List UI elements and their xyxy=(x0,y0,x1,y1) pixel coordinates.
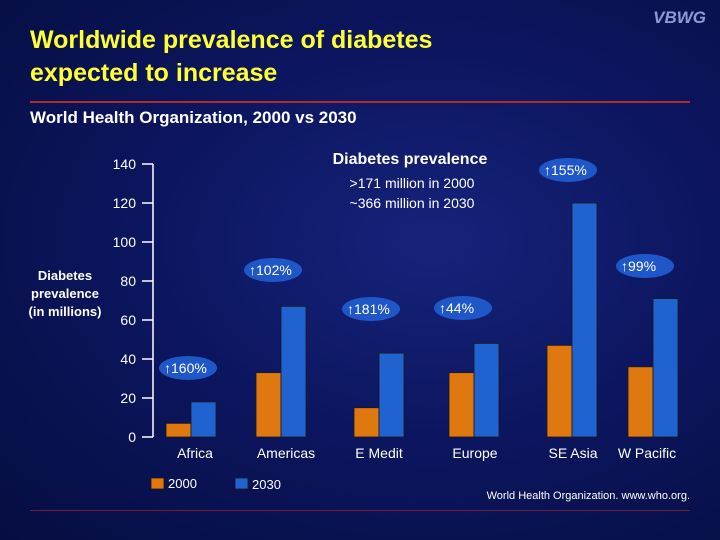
increase-label: ↑44% xyxy=(439,300,474,316)
y-axis-label: Diabetes xyxy=(38,268,92,283)
y-tick-label: 40 xyxy=(120,351,136,367)
increase-percent: 99% xyxy=(628,258,656,274)
title-line-2: expected to increase xyxy=(30,59,278,87)
bar-2000 xyxy=(165,422,192,438)
x-category-label: Americas xyxy=(257,445,315,461)
source-citation: World Health Organization. www.who.org. xyxy=(486,490,690,502)
chart-note: >171 million in 2000 xyxy=(350,175,475,191)
increase-label: ↑181% xyxy=(347,301,390,317)
up-arrow-icon: ↑ xyxy=(347,301,354,317)
slide-subtitle: World Health Organization, 2000 vs 2030 xyxy=(30,108,357,127)
bar-2000 xyxy=(627,366,654,438)
title-line-1: Worldwide prevalence of diabetes xyxy=(30,26,433,54)
increase-label: ↑99% xyxy=(621,258,656,274)
legend-swatch-2000 xyxy=(150,477,165,490)
increase-badge xyxy=(342,297,400,321)
y-axis-label: prevalence xyxy=(31,286,99,301)
y-tick-label: 20 xyxy=(120,390,136,406)
y-tick-label: 100 xyxy=(113,234,137,250)
y-tick-label: 0 xyxy=(128,429,136,445)
up-arrow-icon: ↑ xyxy=(544,162,551,178)
bottom-divider xyxy=(30,510,690,511)
bar-2030 xyxy=(571,202,598,438)
vbwg-logo: VBWG xyxy=(653,8,706,27)
increase-percent: 181% xyxy=(354,301,390,317)
y-tick-label: 120 xyxy=(113,195,137,211)
up-arrow-icon: ↑ xyxy=(249,262,256,278)
up-arrow-icon: ↑ xyxy=(439,300,446,316)
x-category-label: Europe xyxy=(452,445,497,461)
x-category-label: Africa xyxy=(177,445,213,461)
x-category-label: E Medit xyxy=(355,445,403,461)
increase-percent: 155% xyxy=(551,162,587,178)
bar-2030 xyxy=(190,401,217,438)
up-arrow-icon: ↑ xyxy=(621,258,628,274)
bar-2030 xyxy=(378,352,405,438)
increase-label: ↑155% xyxy=(544,162,587,178)
title-divider xyxy=(30,101,690,103)
bar-2030 xyxy=(280,305,307,438)
x-category-label: W Pacific xyxy=(618,445,676,461)
increase-badge xyxy=(616,254,674,278)
increase-badge xyxy=(539,158,597,182)
increase-label: ↑160% xyxy=(164,360,207,376)
increase-label: ↑102% xyxy=(249,262,292,278)
legend-swatch-2030 xyxy=(234,477,249,490)
x-category-label: SE Asia xyxy=(548,445,597,461)
bar-2030 xyxy=(652,298,679,438)
slide-title: Worldwide prevalence of diabetes expecte… xyxy=(30,24,590,90)
bar-2000 xyxy=(353,407,380,438)
increase-badge xyxy=(159,356,217,380)
up-arrow-icon: ↑ xyxy=(164,360,171,376)
bar-2000 xyxy=(448,372,475,438)
legend-label-2000: 2000 xyxy=(168,476,197,491)
chart-title: Diabetes prevalence xyxy=(333,151,488,168)
increase-percent: 44% xyxy=(446,300,474,316)
increase-percent: 160% xyxy=(171,360,207,376)
bar-2030 xyxy=(473,342,500,438)
legend-label-2030: 2030 xyxy=(252,477,281,492)
increase-percent: 102% xyxy=(256,262,292,278)
increase-badge xyxy=(434,296,492,320)
y-axis-label: (in millions) xyxy=(29,304,102,319)
y-tick-label: 80 xyxy=(120,273,136,289)
y-tick-label: 60 xyxy=(120,312,136,328)
bar-2000 xyxy=(255,372,282,438)
bar-2000 xyxy=(546,344,573,438)
y-tick-label: 140 xyxy=(113,156,137,172)
increase-badge xyxy=(244,258,302,282)
chart-note: ~366 million in 2030 xyxy=(350,195,475,211)
